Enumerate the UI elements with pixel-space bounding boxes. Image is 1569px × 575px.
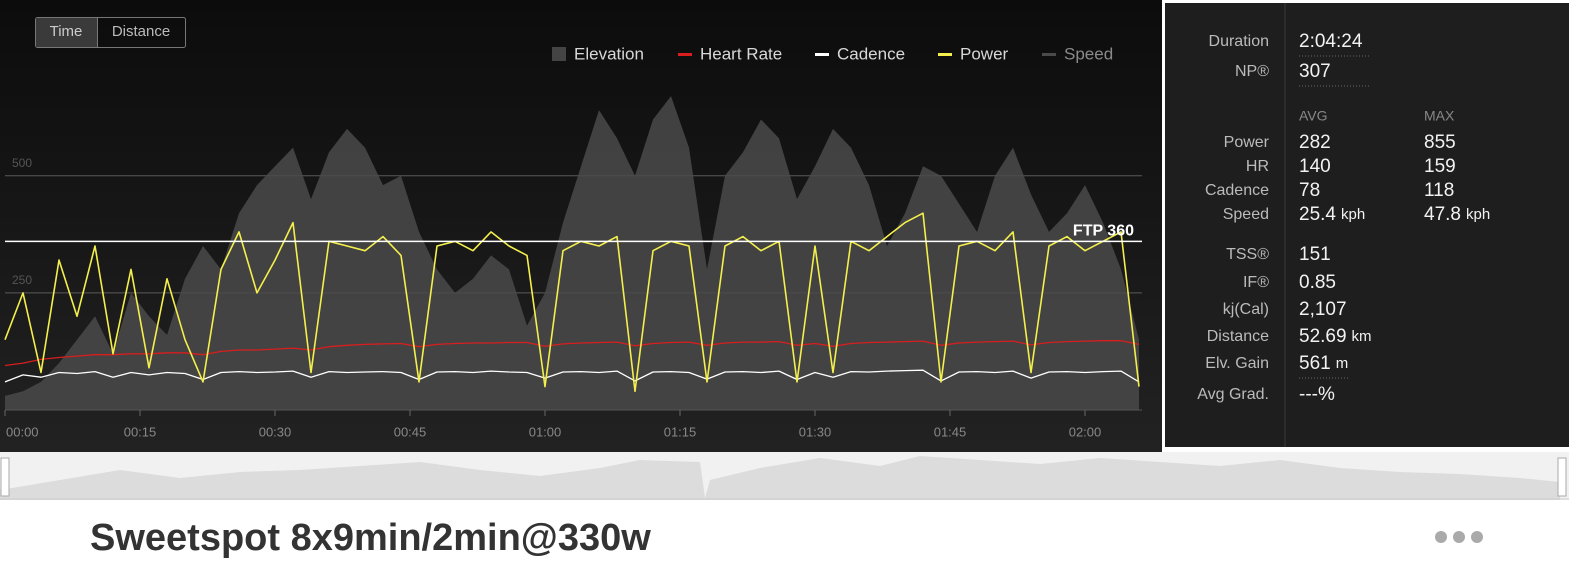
stat-value: ---% bbox=[1299, 384, 1335, 405]
stat-unit: m bbox=[1336, 355, 1349, 372]
ftp-label: FTP 360 bbox=[1073, 223, 1134, 240]
stat-value: 25.4 kph bbox=[1299, 204, 1365, 225]
stat-number: 140 bbox=[1299, 156, 1331, 177]
stat-label: Cadence bbox=[1205, 182, 1269, 199]
column-header: MAX bbox=[1424, 108, 1455, 124]
stat-number: 307 bbox=[1299, 61, 1331, 82]
series-line bbox=[4, 369, 1140, 383]
overview-handle-left[interactable] bbox=[0, 457, 10, 497]
overview-handle-right[interactable] bbox=[1557, 457, 1567, 497]
stat-value: 118 bbox=[1424, 180, 1454, 201]
toggle-active[interactable] bbox=[36, 18, 97, 47]
y-tick-label: 250 bbox=[12, 273, 32, 287]
overview-elevation bbox=[0, 456, 1560, 500]
x-tick-label: 01:15 bbox=[664, 424, 697, 439]
stats-panel bbox=[1165, 3, 1569, 447]
stat-unit: kph bbox=[1341, 206, 1365, 223]
stat-value: 78 bbox=[1299, 180, 1320, 201]
x-tick-label: 00:45 bbox=[394, 424, 427, 439]
menu-dot[interactable] bbox=[1471, 531, 1483, 543]
workout-title: Sweetspot 8x9min/2min@330w bbox=[90, 517, 651, 559]
stat-label: Speed bbox=[1223, 206, 1269, 223]
stat-label: IF® bbox=[1243, 274, 1269, 291]
stat-number: 151 bbox=[1299, 244, 1331, 265]
series-line bbox=[4, 212, 1140, 393]
stat-unit: km bbox=[1352, 328, 1372, 345]
legend-label: Heart Rate bbox=[700, 44, 782, 63]
stat-number: 2,107 bbox=[1299, 299, 1347, 320]
stat-number: 47.8 bbox=[1424, 204, 1461, 225]
toggle-time[interactable]: Time bbox=[50, 23, 83, 40]
stat-value: 307 bbox=[1299, 61, 1331, 82]
stat-number: 159 bbox=[1424, 156, 1456, 177]
x-tick-label: 01:00 bbox=[529, 424, 562, 439]
menu-dot[interactable] bbox=[1435, 531, 1447, 543]
stat-value: 159 bbox=[1424, 156, 1456, 177]
stat-number: 561 bbox=[1299, 353, 1331, 374]
stat-label: Elv. Gain bbox=[1205, 355, 1269, 372]
stat-value: 0.85 bbox=[1299, 272, 1336, 293]
stat-value: 282 bbox=[1299, 132, 1331, 153]
stat-value: 140 bbox=[1299, 156, 1331, 177]
menu-dot[interactable] bbox=[1453, 531, 1465, 543]
x-tick-label: 00:15 bbox=[124, 424, 157, 439]
x-tick-label: 01:30 bbox=[799, 424, 832, 439]
legend-swatch bbox=[938, 53, 952, 56]
stat-label: Distance bbox=[1207, 328, 1269, 345]
stat-number: 25.4 bbox=[1299, 204, 1336, 225]
legend-swatch bbox=[552, 47, 566, 61]
stat-number: 118 bbox=[1424, 180, 1454, 201]
legend-label: Elevation bbox=[574, 44, 644, 63]
column-header: AVG bbox=[1299, 108, 1328, 124]
toggle-frame bbox=[35, 17, 186, 48]
stat-number: ---% bbox=[1299, 384, 1335, 405]
stat-value: 151 bbox=[1299, 244, 1331, 265]
stat-value: 2:04:24 bbox=[1299, 31, 1363, 52]
legend-label: Speed bbox=[1064, 44, 1113, 63]
x-tick-label: 01:45 bbox=[934, 424, 967, 439]
x-tick-label: 00:30 bbox=[259, 424, 292, 439]
legend-swatch bbox=[1042, 53, 1056, 56]
stat-label: TSS® bbox=[1226, 246, 1269, 263]
stat-value: 855 bbox=[1424, 132, 1456, 153]
stat-value: 52.69 km bbox=[1299, 326, 1372, 347]
stat-unit: kph bbox=[1466, 206, 1490, 223]
stat-value: 47.8 kph bbox=[1424, 204, 1490, 225]
stat-number: 0.85 bbox=[1299, 272, 1336, 293]
series-line bbox=[4, 340, 1140, 367]
stat-label: kj(Cal) bbox=[1223, 301, 1269, 318]
stat-number: 78 bbox=[1299, 180, 1320, 201]
stat-label: NP® bbox=[1235, 63, 1269, 80]
stat-value: 2,107 bbox=[1299, 299, 1347, 320]
x-tick-label: 02:00 bbox=[1069, 424, 1102, 439]
elevation-area bbox=[5, 96, 1139, 410]
toggle-distance[interactable]: Distance bbox=[112, 23, 170, 40]
stat-value: 561 m bbox=[1299, 353, 1348, 374]
x-tick-label: 00:00 bbox=[6, 424, 39, 439]
stat-number: 855 bbox=[1424, 132, 1456, 153]
legend-label: Power bbox=[960, 44, 1009, 63]
stat-label: Duration bbox=[1209, 33, 1269, 50]
stat-label: Power bbox=[1224, 134, 1270, 151]
legend-swatch bbox=[678, 53, 692, 56]
legend-label: Cadence bbox=[837, 44, 905, 63]
stat-number: 52.69 bbox=[1299, 326, 1347, 347]
stat-number: 2:04:24 bbox=[1299, 31, 1363, 52]
stat-label: Avg Grad. bbox=[1197, 386, 1269, 403]
stat-number: 282 bbox=[1299, 132, 1331, 153]
stat-label: HR bbox=[1246, 158, 1269, 175]
y-tick-label: 500 bbox=[12, 156, 32, 170]
legend-swatch bbox=[815, 53, 829, 56]
